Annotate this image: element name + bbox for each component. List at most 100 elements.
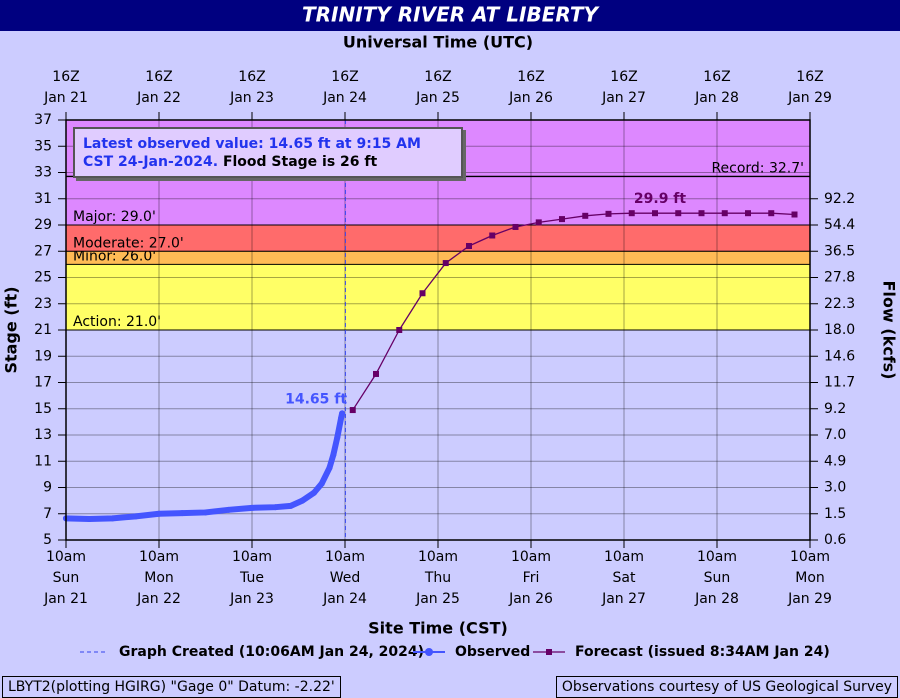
y-tick-label: 31 [34,191,52,207]
x-tick-label: 10am [418,549,458,565]
observed-point [330,451,337,458]
source-note: Observations courtesy of US Geological S… [555,676,898,698]
observed-point [311,489,317,496]
x-tick-label: Sun [704,570,731,586]
x-tick-label: 10am [325,549,365,565]
x-tick-label: Jan 23 [229,591,274,607]
forecast-point [419,290,426,297]
x2-tick-label: 16Z [145,69,172,85]
x2-tick-label: Jan 29 [787,90,832,106]
flood-band [66,225,810,252]
y-tick-label: 37 [34,112,52,128]
y-tick-label: 5 [43,532,52,548]
x-tick-label: Jan 28 [694,591,739,607]
x-tick-label: Fri [523,570,540,586]
x-tick-label: Mon [795,570,825,586]
y2-tick-label: 36.5 [824,243,855,259]
y2-tick-label: 18.0 [824,322,855,338]
x2-tick-label: 16Z [238,69,265,85]
forecast-point [466,243,472,249]
datum-note: LBYT2(plotting HGIRG) "Gage 0" Datum: -2… [2,676,341,698]
x-tick-label: Jan 24 [322,591,367,607]
forecast-point [396,327,403,333]
y-tick-label: 21 [34,322,52,338]
x-tick-label: 10am [232,549,272,565]
y2-tick-label: 1.5 [824,506,846,522]
y2-tick-label: 54.4 [824,217,855,233]
forecast-point [535,219,542,226]
y-tick-label: 35 [34,138,52,154]
x-tick-label: Tue [239,570,264,586]
series-line [352,212,796,411]
latest-observed-text: Latest observed value: 14.65 ft at 9:15 … [83,136,421,170]
observed-point [225,506,232,513]
y2-tick-label: 92.2 [824,191,855,207]
x2-tick-label: 16Z [610,69,637,85]
x2-tick-label: Jan 24 [322,90,367,106]
y-tick-label: 13 [34,427,52,443]
observed-point [179,510,186,517]
title-bar [0,0,900,31]
x-tick-label: 10am [790,549,830,565]
forecast-point [489,232,496,239]
x2-tick-label: Jan 27 [601,90,646,106]
y2-tick-label: 7.0 [824,427,846,443]
observed-point [272,504,279,511]
observed-point [86,516,93,522]
record-label: Record: 32.7' [711,160,804,176]
forecast-point [559,216,565,223]
observed-point [202,509,209,516]
forecast-point [652,210,658,217]
x-tick-label: Jan 21 [43,591,88,607]
x-tick-label: Jan 26 [508,591,553,607]
forecast-point [721,210,728,217]
observed-point [339,410,346,417]
observed-point [132,513,139,520]
observed-point [109,515,116,522]
y-tick-label: 23 [34,296,52,312]
observed-point [287,502,294,509]
legend-marker [546,649,552,655]
x-tick-label: 10am [604,549,644,565]
y-tick-label: 17 [34,375,52,391]
y-tick-label: 25 [34,270,52,286]
x2-tick-label: 16Z [517,69,544,85]
x-axis-title: Site Time (CST) [368,619,508,638]
x-tick-label: Sat [613,570,636,586]
forecast-point [582,212,589,219]
forecast-point [791,211,798,218]
observed-point [334,434,341,441]
x2-tick-label: Jan 23 [229,90,274,106]
x2-tick-label: Jan 22 [136,90,181,106]
x-tick-label: Jan 27 [601,591,646,607]
series-line [63,410,346,522]
y-tick-label: 15 [34,401,52,417]
forecast-point [373,370,379,377]
x2-tick-label: Jan 28 [694,90,739,106]
y2-tick-label: 11.7 [824,375,855,391]
top-axis-title: Universal Time (UTC) [343,33,533,52]
x-tick-label: 10am [697,549,737,565]
y2-axis-title: Flow (kcfs) [880,281,899,380]
x2-tick-label: 16Z [424,69,451,85]
flood-label: Moderate: 27.0' [73,235,184,251]
forecast-point [698,210,705,217]
latest-observed-box: Latest observed value: 14.65 ft at 9:15 … [73,127,463,178]
forecast-point [675,210,682,217]
y-tick-label: 11 [34,453,52,469]
y2-tick-label: 27.8 [824,270,855,286]
forecast-point [605,210,612,217]
x-tick-label: Wed [330,570,361,586]
value-label: 29.9 ft [634,191,687,207]
x-tick-label: Jan 29 [787,591,832,607]
x2-tick-label: 16Z [796,69,823,85]
forecast-point [768,210,775,217]
y2-tick-label: 3.0 [824,480,846,496]
observed-point [338,414,345,421]
x-tick-label: Sun [53,570,80,586]
x2-tick-label: Jan 21 [43,90,88,106]
x-tick-label: 10am [139,549,179,565]
y-tick-label: 19 [34,348,52,364]
flood-label: Major: 29.0' [73,209,156,225]
